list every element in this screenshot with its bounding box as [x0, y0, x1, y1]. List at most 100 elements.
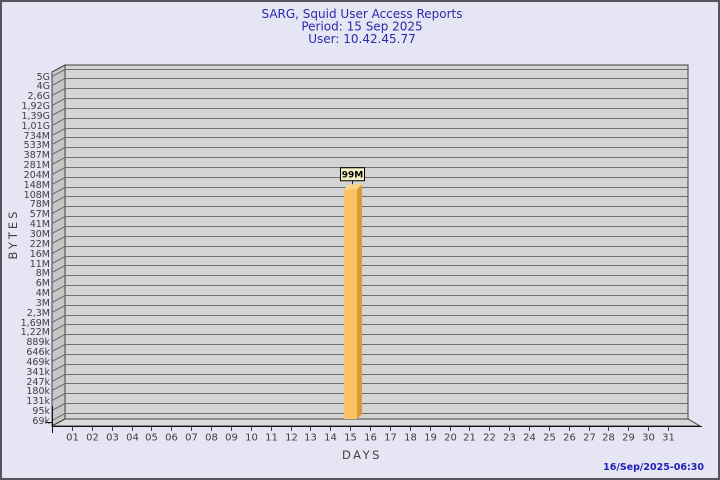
y-tick-label: 6M — [36, 278, 50, 289]
y-tick-mark — [51, 236, 66, 244]
x-tick-label: 15 — [344, 433, 357, 444]
y-tick-mark — [51, 206, 66, 214]
x-tick-label: 25 — [543, 433, 556, 444]
y-tick-mark — [51, 78, 66, 86]
x-tick-label: 17 — [384, 433, 397, 444]
y-tick-label: 204M — [24, 170, 50, 181]
x-tick-label: 30 — [642, 433, 655, 444]
y-tick-mark — [51, 393, 66, 401]
x-tick-label: 04 — [126, 433, 139, 444]
y-tick-label: 41M — [30, 219, 50, 230]
value-label: 99M — [342, 171, 364, 181]
y-tick-mark — [51, 167, 66, 175]
y-tick-label: 1,01G — [21, 121, 50, 132]
y-tick-mark — [51, 157, 66, 165]
x-tick-label: 27 — [583, 433, 596, 444]
y-tick-label: 95k — [32, 406, 50, 417]
y-tick-mark — [51, 98, 66, 106]
y-tick-label: 3M — [36, 298, 50, 309]
x-tick-label: 31 — [662, 433, 675, 444]
x-tick-label: 01 — [66, 433, 79, 444]
x-tick-label: 29 — [622, 433, 635, 444]
x-tick-label: 26 — [563, 433, 576, 444]
y-axis-title: BYTES — [6, 209, 20, 260]
x-tick-label: 24 — [523, 433, 536, 444]
x-tick-label: 11 — [265, 433, 278, 444]
y-tick-mark — [51, 374, 66, 382]
y-tick-label: 22M — [30, 239, 50, 250]
y-tick-label: 341k — [26, 367, 50, 378]
y-tick-label: 1,69M — [21, 318, 50, 329]
bar-top-day-15 — [344, 184, 362, 190]
y-tick-label: 69k — [32, 416, 50, 427]
y-tick-mark — [51, 187, 66, 195]
x-tick-label: 05 — [145, 433, 158, 444]
y-tick-label: 131k — [26, 396, 50, 407]
y-tick-label: 1,39G — [21, 111, 50, 122]
chart-title: SARG, Squid User Access Reports — [261, 7, 462, 21]
x-tick-label: 03 — [106, 433, 119, 444]
y-tick-mark — [51, 265, 66, 273]
y-tick-mark — [51, 216, 66, 224]
y-tick-mark — [51, 196, 66, 204]
y-tick-label: 11M — [30, 259, 50, 270]
y-tick-mark — [51, 344, 66, 352]
y-tick-mark — [51, 275, 66, 283]
chart-subtitle-period: Period: 15 Sep 2025 — [301, 20, 422, 34]
y-tick-mark — [51, 413, 66, 421]
y-tick-mark — [51, 147, 66, 155]
y-tick-label: 108M — [24, 190, 50, 201]
y-tick-mark — [51, 256, 66, 264]
x-tick-label: 08 — [205, 433, 218, 444]
plot-area: 5G4G2,6G1,92G1,39G1,01G734M533M387M281M2… — [21, 64, 702, 444]
y-tick-mark — [51, 383, 66, 391]
y-tick-mark — [51, 226, 66, 234]
y-tick-label: 533M — [24, 140, 50, 151]
y-tick-mark — [51, 334, 66, 342]
x-tick-label: 07 — [185, 433, 198, 444]
chart-subtitle-user: User: 10.42.45.77 — [308, 32, 416, 46]
x-tick-label: 23 — [503, 433, 516, 444]
x-axis-title: DAYS — [342, 448, 382, 462]
y-tick-mark — [51, 403, 66, 411]
y-tick-label: 30M — [30, 229, 50, 240]
y-tick-mark — [51, 246, 66, 254]
y-tick-label: 4M — [36, 288, 50, 299]
plot-face — [64, 64, 689, 420]
x-tick-label: 02 — [86, 433, 99, 444]
y-tick-mark — [51, 137, 66, 145]
x-tick-label: 21 — [463, 433, 476, 444]
y-tick-mark — [51, 88, 66, 96]
x-tick-label: 06 — [165, 433, 178, 444]
x-tick-label: 13 — [304, 433, 317, 444]
bar-side-day-15 — [357, 184, 362, 419]
y-tick-label: 2,6G — [28, 91, 50, 102]
y-tick-mark — [51, 305, 66, 313]
x-tick-label: 14 — [324, 433, 337, 444]
y-tick-label: 16M — [30, 249, 50, 260]
y-tick-label: 469k — [26, 357, 50, 368]
y-tick-mark — [51, 177, 66, 185]
y-tick-label: 5G — [37, 72, 50, 83]
y-tick-mark — [51, 324, 66, 332]
y-tick-mark — [51, 128, 66, 136]
y-tick-mark — [51, 108, 66, 116]
x-tick-label: 16 — [364, 433, 377, 444]
y-tick-mark — [51, 295, 66, 303]
x-tick-label: 22 — [483, 433, 496, 444]
y-tick-label: 2,3M — [27, 308, 50, 319]
y-tick-label: 247k — [26, 377, 50, 388]
x-tick-label: 20 — [444, 433, 457, 444]
y-tick-mark — [51, 285, 66, 293]
y-tick-label: 646k — [26, 347, 50, 358]
y-tick-label: 8M — [36, 268, 50, 279]
x-tick-label: 19 — [424, 433, 437, 444]
y-tick-mark — [51, 315, 66, 323]
plot-floor-3d — [51, 418, 702, 427]
value-label-box — [340, 167, 365, 182]
y-tick-label: 180k — [26, 386, 50, 397]
x-tick-label: 09 — [225, 433, 238, 444]
y-tick-label: 1,22M — [21, 327, 50, 338]
x-tick-label: 18 — [404, 433, 417, 444]
